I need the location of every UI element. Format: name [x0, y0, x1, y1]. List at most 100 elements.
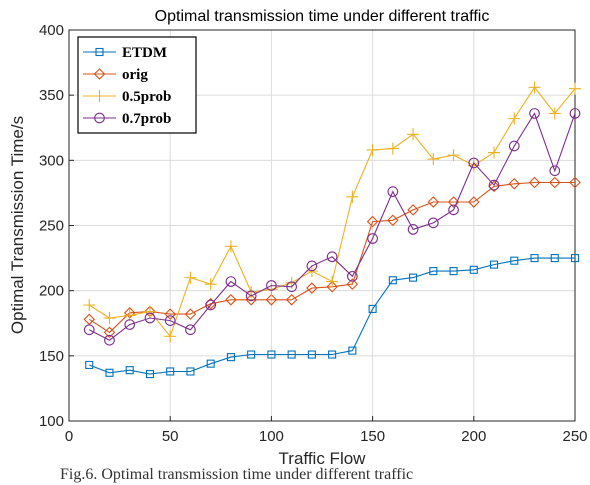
data-point [104, 334, 115, 346]
data-point [386, 142, 399, 155]
data-point [184, 271, 197, 284]
data-point [306, 260, 318, 272]
data-point [488, 179, 500, 191]
data-point [528, 81, 541, 94]
data-point [125, 366, 134, 375]
x-tick-label: 150 [360, 428, 385, 445]
data-point [550, 254, 559, 263]
x-tick-label: 50 [162, 428, 179, 445]
data-point [447, 196, 460, 208]
data-point [548, 107, 561, 120]
data-point [95, 47, 104, 57]
data-point [103, 326, 116, 339]
data-point [326, 251, 338, 263]
data-point [164, 308, 176, 320]
data-point [529, 108, 540, 119]
x-tick-label: 200 [461, 428, 486, 445]
data-point [488, 146, 501, 159]
data-point [307, 350, 316, 359]
data-point [206, 359, 215, 368]
x-tick-label: 100 [259, 428, 284, 445]
data-point [469, 265, 478, 274]
data-point [387, 214, 399, 227]
legend-label: orig [122, 67, 148, 83]
data-point [224, 240, 237, 253]
data-point [245, 294, 257, 306]
legend-item: 0.5prob [83, 89, 171, 105]
data-point [510, 256, 519, 265]
data-point [407, 128, 420, 141]
data-point [530, 254, 539, 263]
data-point [508, 112, 521, 125]
data-point [326, 275, 339, 288]
series-0-5prob [83, 81, 581, 343]
data-point [427, 196, 440, 208]
data-point [427, 153, 440, 166]
data-point [508, 140, 520, 152]
figure-caption: Fig.6. Optimal transmission time under d… [60, 466, 414, 483]
y-tick-label: 200 [39, 283, 64, 300]
data-point [245, 290, 257, 302]
series-etdm [85, 254, 580, 379]
x-axis-label: Traffic Flow [279, 449, 367, 468]
data-point [83, 324, 95, 336]
data-series [83, 81, 581, 379]
data-point [186, 367, 195, 376]
data-point [306, 282, 318, 294]
data-point [204, 278, 217, 291]
data-point [266, 280, 277, 291]
chart-title: Optimal transmission time under differen… [155, 8, 490, 25]
data-point [528, 176, 541, 189]
data-point [448, 204, 459, 216]
data-point [449, 267, 458, 276]
data-point [164, 330, 177, 343]
axis-ticks: 0 50 100 150 200 250 100 150 200 250 300 350 400 [39, 22, 588, 445]
data-point [508, 178, 521, 190]
legend-label: 0.5prob [122, 89, 171, 105]
data-point [549, 165, 561, 177]
data-point [407, 224, 419, 235]
data-point [569, 82, 581, 95]
data-point [347, 270, 358, 282]
data-point [326, 280, 338, 293]
legend-label: ETDM [122, 45, 167, 61]
data-point [346, 278, 359, 290]
data-point [407, 204, 419, 216]
data-point [569, 176, 581, 189]
data-point [387, 186, 399, 197]
data-point [366, 215, 379, 228]
y-tick-label: 250 [39, 218, 64, 235]
data-point [488, 180, 500, 193]
data-point [184, 308, 197, 320]
data-point [548, 176, 561, 189]
data-point [83, 313, 96, 326]
data-point [105, 368, 114, 377]
data-point [103, 312, 116, 325]
series-0-7prob [83, 108, 581, 346]
data-point [205, 299, 217, 311]
legend: ETDM orig 0.5prob 0.7prob [77, 36, 197, 134]
data-point [366, 143, 379, 156]
data-point [145, 370, 155, 379]
y-tick-label: 400 [39, 22, 64, 39]
data-point [164, 315, 176, 326]
data-point [247, 350, 256, 359]
legend-item: ETDM [83, 45, 167, 61]
x-tick-label: 250 [562, 428, 587, 445]
series-line [88, 112, 576, 341]
data-point [447, 149, 460, 162]
data-point [85, 360, 94, 370]
data-point [429, 267, 438, 276]
data-point [367, 233, 378, 244]
data-point [346, 190, 359, 203]
data-point [409, 273, 418, 282]
data-point [388, 276, 397, 285]
data-point [287, 350, 296, 359]
data-point [143, 305, 156, 318]
y-tick-label: 350 [39, 87, 64, 104]
data-point [328, 350, 337, 359]
data-point [94, 112, 105, 124]
y-tick-label: 300 [39, 152, 64, 169]
legend-box [77, 36, 197, 134]
